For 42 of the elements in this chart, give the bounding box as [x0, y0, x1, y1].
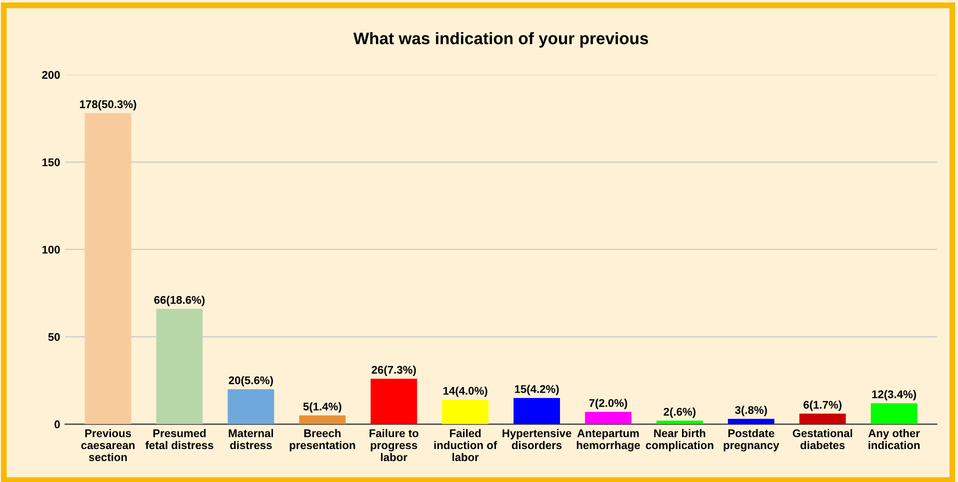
data-label: 7(2.0%)	[589, 398, 628, 410]
data-label: 15(4.2%)	[514, 384, 559, 396]
y-tick-label: 50	[48, 333, 60, 341]
bar	[728, 418, 774, 424]
x-tick-label: Postdate pregnancy	[724, 429, 780, 452]
data-label: 5(1.4%)	[303, 402, 342, 413]
bar	[84, 113, 132, 424]
x-tick-label: Gestational diabetes	[792, 429, 852, 450]
x-tick-label: Antepartum hemorrhage	[576, 429, 640, 452]
bar	[514, 398, 560, 424]
chart-title: What was indication of your previous	[353, 32, 648, 48]
x-tick-label: Failure to progress labor	[370, 429, 418, 462]
bar	[656, 420, 703, 424]
x-tick-label: Maternal distress	[228, 429, 273, 450]
y-tick-label: 150	[42, 158, 60, 166]
y-tick-label: 200	[42, 70, 60, 79]
y-tick-label: 100	[42, 246, 60, 254]
y-tick-label: 0	[54, 420, 60, 428]
data-label: 14(4.0%)	[443, 386, 488, 397]
bar	[299, 415, 346, 424]
x-tick-label: Failed induction of labor	[434, 429, 498, 462]
bar	[156, 308, 203, 424]
bar	[799, 414, 846, 424]
data-label: 20(5.6%)	[228, 376, 273, 386]
data-label: 12(3.4%)	[872, 390, 916, 400]
data-label: 3(.8%)	[735, 406, 767, 416]
x-tick-label: Breech presentation	[290, 429, 356, 452]
x-tick-label: Previous caesarean section	[81, 429, 135, 462]
data-label: 2(.6%)	[664, 408, 696, 418]
x-tick-label: Presumed fetal distress	[145, 429, 214, 450]
data-label: 66(18.6%)	[154, 296, 205, 306]
data-label: 26(7.3%)	[372, 366, 416, 376]
bar	[584, 412, 632, 424]
data-label: 6(1.7%)	[804, 400, 842, 411]
x-tick-label: Any other indication	[868, 429, 920, 450]
x-tick-label: Hypertensive disorders	[502, 429, 572, 450]
bar	[370, 378, 418, 424]
data-label: 178(50.3%)	[80, 100, 136, 110]
bar	[228, 389, 274, 424]
bar	[870, 403, 918, 424]
bar	[442, 400, 489, 424]
x-tick-label: Near birth complication	[646, 429, 714, 452]
